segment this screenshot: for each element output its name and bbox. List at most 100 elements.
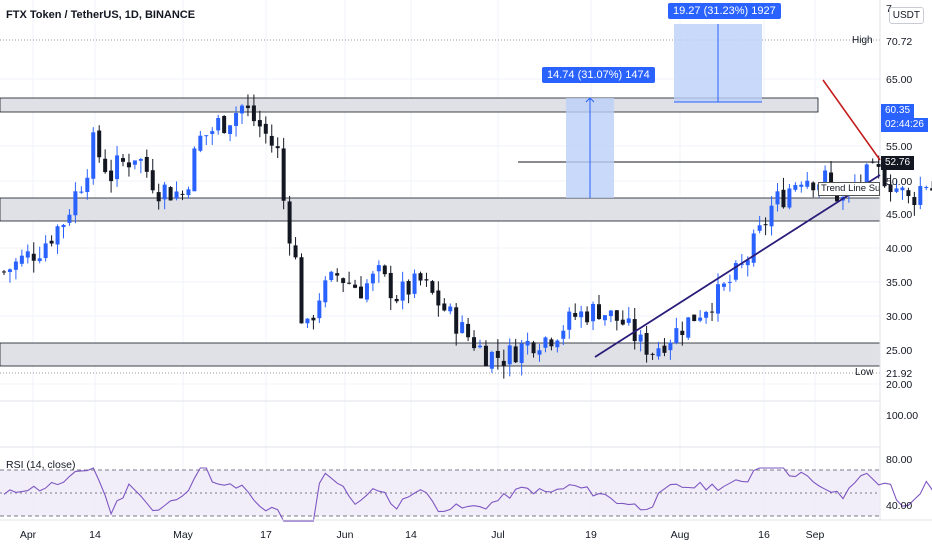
rsi-tick-label: 40.00	[886, 500, 912, 512]
candle-down	[97, 130, 102, 158]
candle-down	[483, 345, 488, 367]
candle-down	[650, 353, 655, 355]
candle-down	[549, 339, 554, 347]
high-label: High	[852, 35, 873, 46]
candle-up	[234, 113, 239, 126]
candle-up	[240, 105, 244, 114]
candle-up	[698, 317, 703, 321]
price-tick-label: 100.00	[886, 410, 918, 422]
candle-up	[67, 214, 72, 223]
candle-up	[115, 155, 120, 180]
time-tick-label: Sep	[806, 529, 825, 541]
countdown-tag: 02:44:26	[881, 118, 928, 132]
candle-down	[597, 304, 601, 320]
candle-down	[620, 319, 625, 325]
candle-up	[591, 303, 596, 322]
candle-down	[341, 278, 346, 284]
candle-up	[13, 261, 18, 270]
time-tick-label: Aug	[671, 529, 690, 541]
candle-up	[85, 177, 90, 193]
candle-down	[430, 281, 435, 293]
time-axis[interactable]: Apr 14 May 17 Jun 14 Jul 19 Aug 16 Sep	[0, 519, 932, 541]
currency-badge[interactable]: USDT	[888, 7, 924, 24]
candle-up	[751, 233, 756, 263]
support-zone-mid	[0, 197, 881, 222]
time-tick-label: Jun	[337, 529, 354, 541]
candlesticks[interactable]	[2, 32, 932, 379]
candle-down	[406, 281, 411, 295]
candle-down	[263, 123, 268, 134]
candle-up	[757, 225, 762, 231]
candle-down	[2, 271, 6, 273]
candle-up	[745, 260, 750, 266]
candle-up	[25, 251, 30, 258]
candle-up	[305, 318, 310, 324]
candle-up	[79, 191, 84, 193]
price-tick-label: 21.92	[886, 368, 912, 380]
time-tick-label: 14	[405, 529, 417, 541]
trend-line-label[interactable]: Trend Line Sup	[818, 182, 880, 196]
candle-up	[7, 269, 12, 273]
candle-down	[287, 201, 292, 244]
support-zone-low	[0, 342, 881, 367]
rsi-label[interactable]: RSI (14, close)	[6, 459, 76, 471]
candle-down	[394, 298, 399, 302]
candle-up	[823, 170, 828, 182]
candle-down	[632, 319, 637, 342]
candle-down	[222, 116, 227, 133]
candle-up	[174, 191, 179, 199]
price-axis[interactable]: 70.72 65.00 55.00 50.00 45.00 40.00 35.00 30.00…	[886, 3, 918, 512]
candle-up	[323, 280, 328, 303]
candle-up	[721, 283, 726, 287]
candle-up	[162, 184, 167, 200]
candle-up	[138, 159, 143, 161]
candle-down	[269, 135, 274, 146]
candle-down	[781, 189, 786, 208]
candle-down	[251, 105, 256, 122]
candle-down	[930, 188, 932, 191]
candle-down	[454, 307, 459, 334]
candle-down	[299, 257, 304, 324]
candle-down	[245, 105, 250, 109]
rsi-tick-label: 80.00	[886, 454, 912, 466]
candle-up	[400, 281, 405, 301]
candle-up	[864, 164, 869, 187]
candle-up	[519, 343, 524, 363]
candle-down	[662, 345, 667, 353]
candle-down	[418, 273, 423, 281]
price-tick-label: 50.00	[886, 176, 912, 188]
candle-down	[156, 192, 161, 202]
candle-down	[882, 168, 887, 187]
candle-up	[216, 118, 221, 131]
candle-up	[733, 262, 738, 280]
candle-down	[103, 158, 108, 173]
time-tick-label: 14	[89, 529, 101, 541]
drawing-overlays	[594, 79, 881, 358]
measure-label-2[interactable]: 19.27 (31.23%) 1927	[668, 3, 781, 19]
candle-down	[353, 284, 358, 288]
candle-down	[168, 187, 173, 201]
price-tick-label: 45.00	[886, 209, 912, 221]
candle-up	[775, 191, 780, 205]
candle-up	[525, 340, 530, 346]
candle-up	[805, 180, 810, 187]
candle-up	[668, 342, 673, 351]
candle-down	[513, 346, 518, 363]
candle-up	[43, 243, 48, 259]
candle-down	[275, 146, 280, 149]
price-tick-label: 20.00	[886, 379, 912, 391]
candle-down	[811, 182, 816, 191]
candle-down	[359, 286, 363, 299]
candle-up	[555, 340, 560, 348]
rsi-line	[3, 467, 932, 522]
rsi-pane	[0, 467, 932, 522]
measure-label-1[interactable]: 14.74 (31.07%) 1474	[542, 67, 655, 83]
candle-up	[674, 328, 679, 344]
candle-up	[900, 187, 905, 191]
candle-up	[704, 311, 709, 318]
candle-down	[180, 193, 185, 195]
candle-up	[186, 189, 191, 196]
candle-down	[347, 282, 352, 284]
candle-up	[537, 350, 542, 355]
